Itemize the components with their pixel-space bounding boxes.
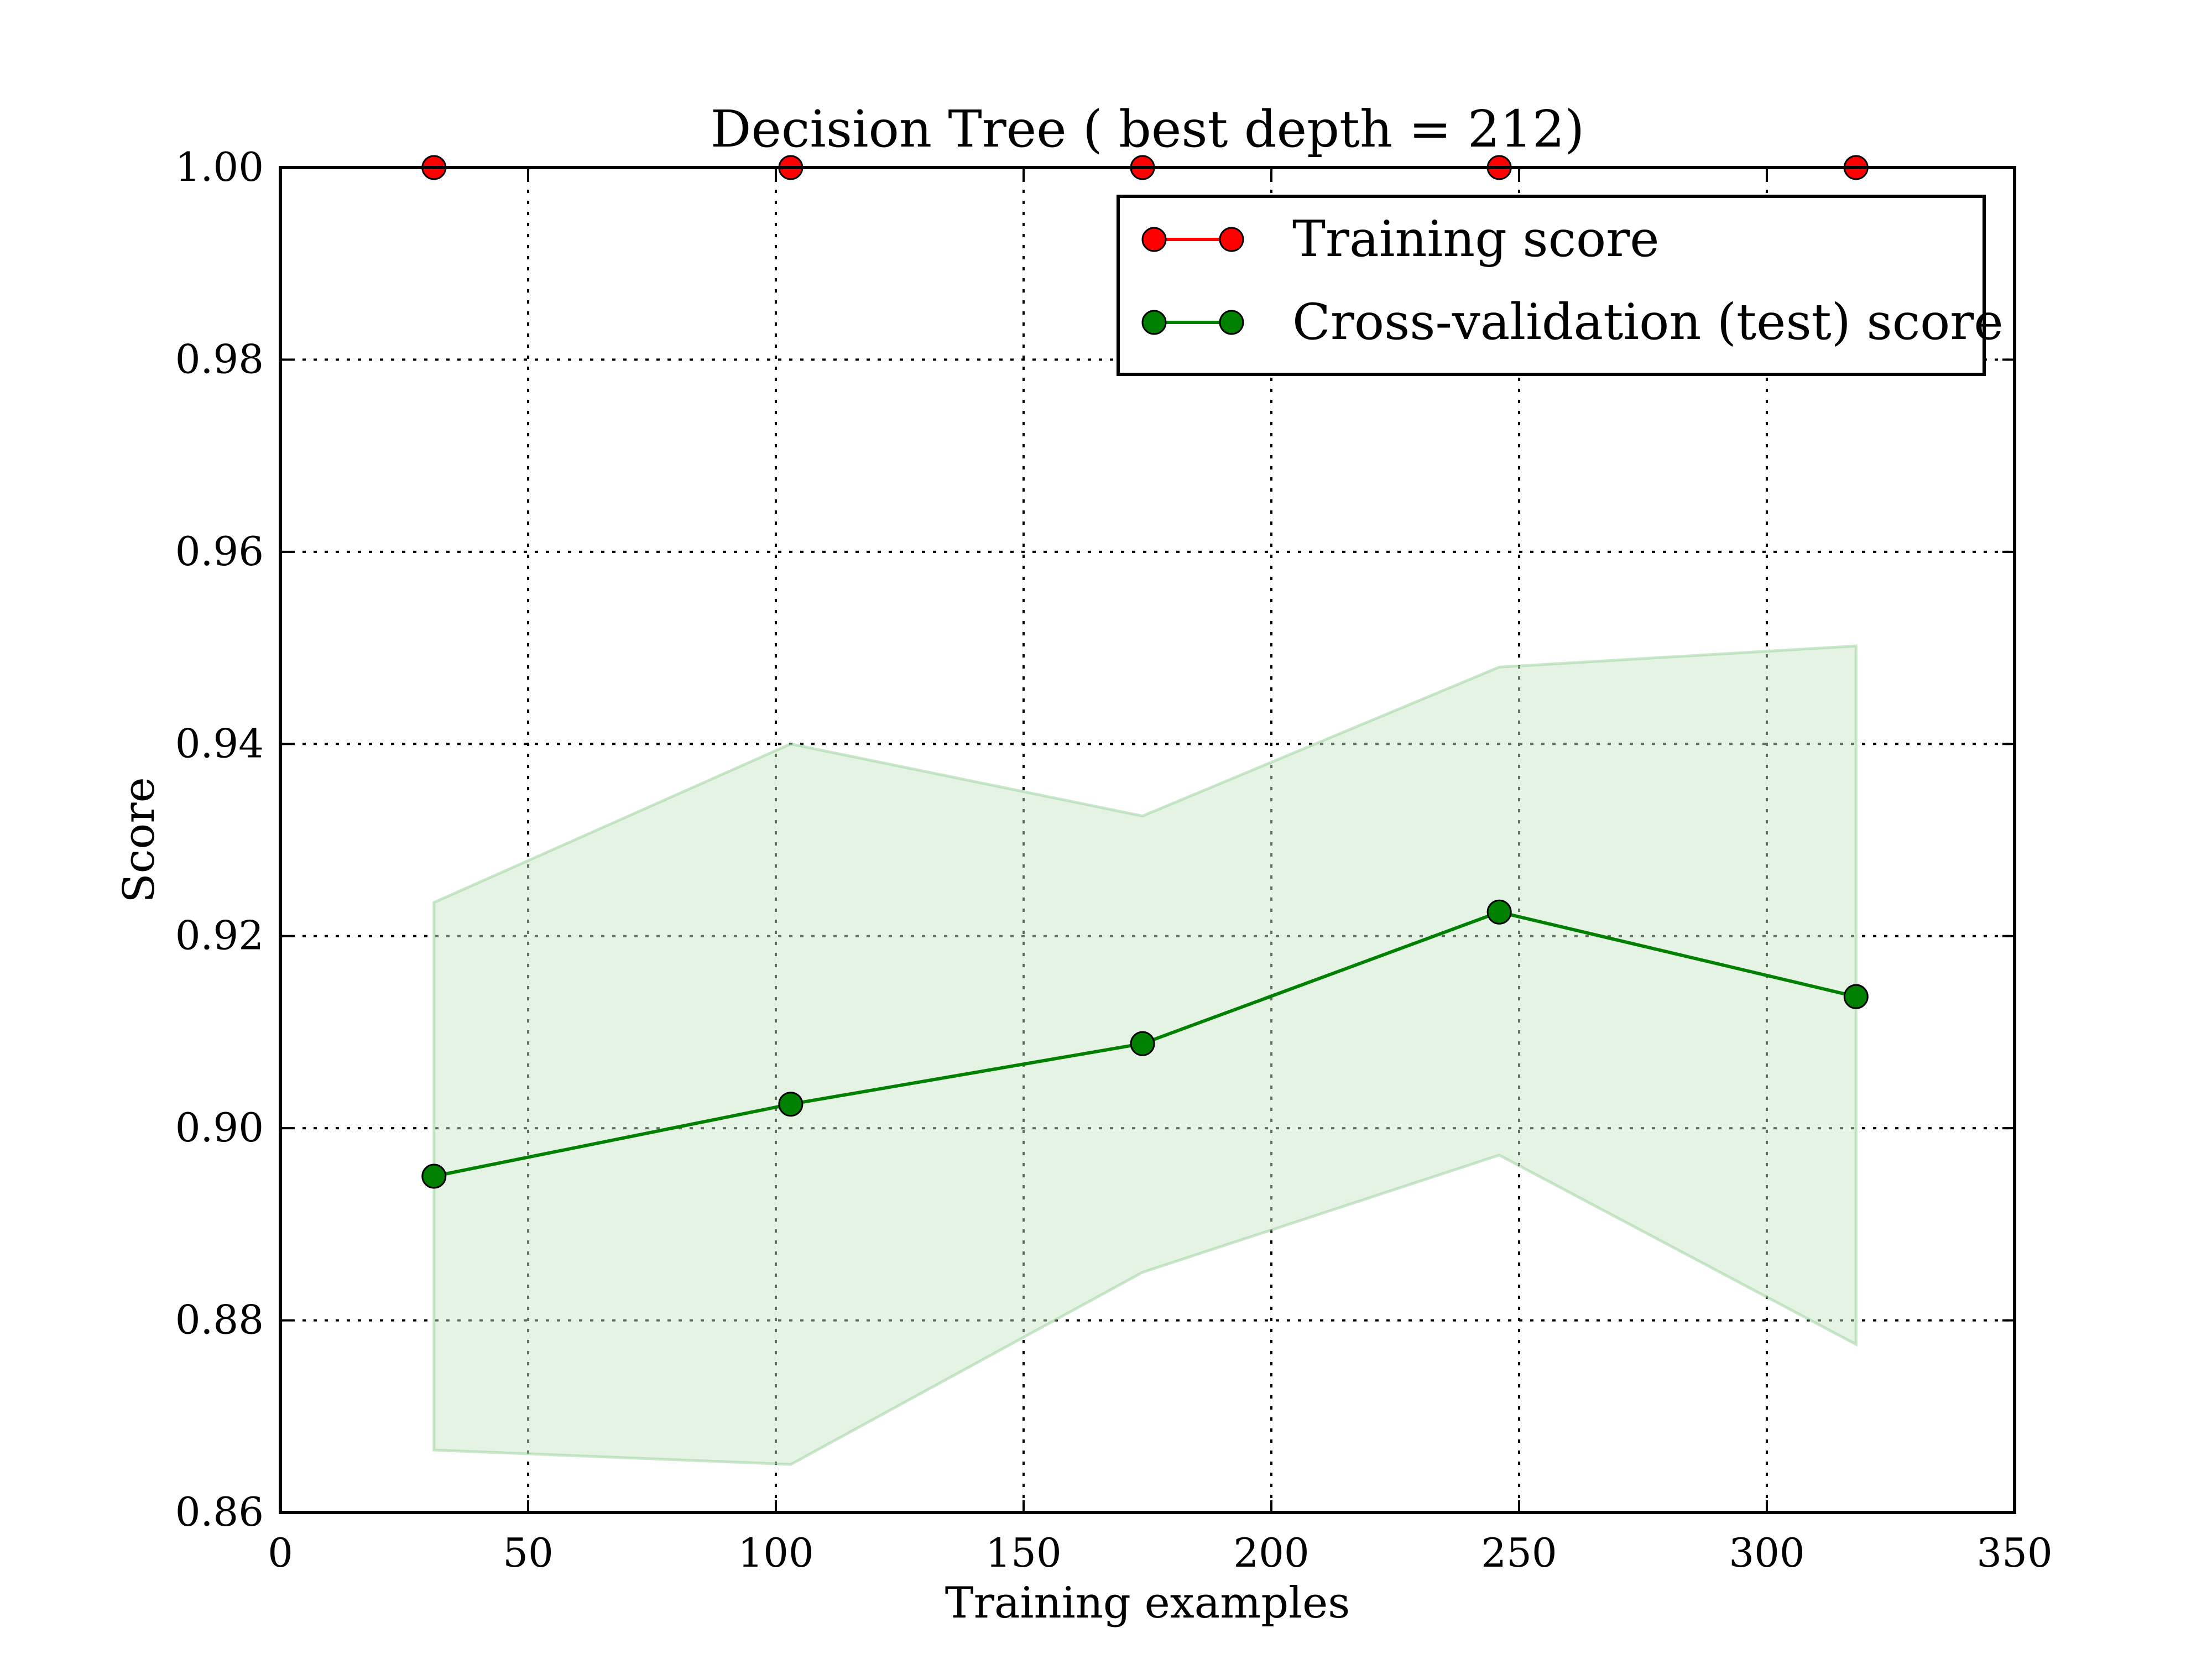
x-tick-label: 300 (1729, 1530, 1804, 1576)
y-tick-label: 0.88 (175, 1297, 264, 1343)
y-tick-label: 1.00 (175, 144, 264, 190)
legend-label-training: Training score (1292, 210, 1660, 268)
y-tick-label: 0.94 (175, 720, 264, 766)
cross-validation-score-point (1843, 984, 1869, 1009)
x-tick-label: 100 (738, 1530, 813, 1576)
y-tick-label: 0.86 (175, 1489, 264, 1535)
axis-ticks (279, 166, 2016, 1514)
legend: Training score Cross-validation (test) s… (1117, 195, 2004, 376)
x-tick-label: 350 (1976, 1530, 2052, 1576)
x-tick-label: 0 (268, 1530, 293, 1576)
legend-label-cross-validation: Cross-validation (test) score (1292, 293, 2004, 351)
y-axis-label: Score (114, 777, 164, 903)
x-tick-label: 150 (985, 1530, 1061, 1576)
chart-title: Decision Tree ( best depth = 212) (711, 100, 1585, 159)
grid-lines (280, 168, 2015, 1512)
legend-marker-cross-validation (1219, 310, 1244, 335)
axis-tick-labels: 0 50 100 150 200 250 300 350 0.86 0.88 0.90 0.92 0.9… (175, 144, 2053, 1576)
y-tick-label: 0.96 (175, 528, 264, 575)
cross-validation-score-point (778, 1092, 804, 1117)
x-tick-label: 50 (503, 1530, 554, 1576)
cross-validation-score-point (1130, 1031, 1155, 1056)
x-tick-label: 200 (1233, 1530, 1309, 1576)
legend-box (1117, 195, 1986, 376)
legend-marker-cross-validation (1141, 310, 1167, 335)
y-tick-label: 0.98 (175, 336, 264, 382)
plot-area-frame (279, 166, 2016, 1514)
legend-marker-training (1219, 227, 1244, 252)
x-tick-label: 250 (1481, 1530, 1557, 1576)
y-tick-label: 0.92 (175, 912, 264, 959)
y-tick-label: 0.90 (175, 1104, 264, 1151)
legend-marker-training (1141, 227, 1167, 252)
cross-validation-score-point (421, 1164, 447, 1189)
x-axis-label: Training examples (945, 1578, 1350, 1628)
cross-validation-score-point (1486, 899, 1512, 925)
